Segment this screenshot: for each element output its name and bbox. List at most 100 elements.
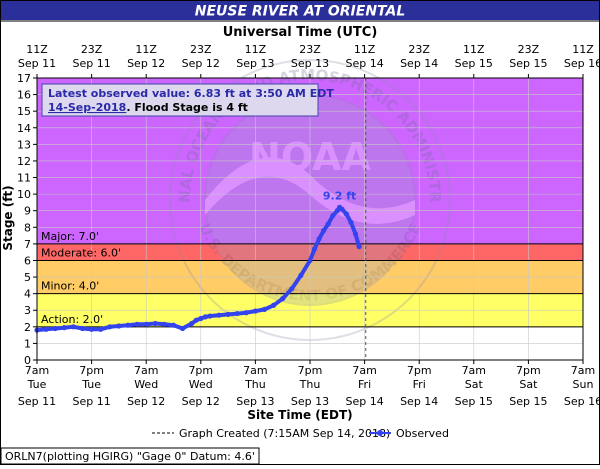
band-label-action: Action: 2.0' — [41, 313, 103, 326]
y-tick-label: 7 — [24, 238, 31, 251]
observed-point — [107, 324, 113, 330]
legend: Graph Created (7:15AM Sep 14, 2018) Obse… — [152, 427, 449, 440]
x-tick-date: Sep 12 — [182, 395, 220, 408]
y-tick-label: 1 — [24, 337, 31, 350]
x-top-tick-time: 23Z — [518, 43, 540, 56]
observed-point — [43, 326, 49, 332]
observed-point — [161, 321, 167, 327]
observed-point — [116, 323, 122, 329]
latest-value-box — [41, 83, 319, 117]
x-tick-day: Sun — [573, 378, 594, 391]
observed-point — [202, 314, 208, 320]
x-tick-date: Sep 11 — [18, 395, 56, 408]
observed-point — [348, 219, 354, 225]
y-tick-label: 2 — [24, 321, 31, 334]
x-tick-time: 7pm — [298, 364, 323, 377]
x-tick-date: Sep 14 — [400, 395, 438, 408]
x-top-tick-date: Sep 12 — [182, 57, 220, 70]
legend-observed-label: Observed — [396, 427, 449, 440]
latest-value-date: 14-Sep-2018 — [48, 101, 126, 114]
observed-point — [198, 315, 204, 322]
x-tick-time: 7pm — [188, 364, 213, 377]
legend-observed-marker — [377, 430, 383, 436]
x-tick-time: 7pm — [79, 364, 104, 377]
x-top-tick-time: 23Z — [408, 43, 430, 56]
y-tick-label: 4 — [24, 288, 31, 301]
x-top-tick-date: Sep 14 — [345, 57, 383, 70]
x-tick-time: 7am — [25, 364, 49, 377]
observed-point — [316, 236, 322, 242]
observed-point — [225, 311, 231, 317]
x-top-tick-time: 11Z — [572, 43, 594, 56]
x-top-tick-date: Sep 15 — [455, 57, 493, 70]
y-tick-label: 14 — [17, 122, 31, 135]
y-tick-label: 5 — [24, 271, 31, 284]
chart-title: NEUSE RIVER AT ORIENTAL — [195, 4, 406, 20]
x-tick-date: Sep 16 — [564, 395, 600, 408]
band-label-minor: Minor: 4.0' — [41, 280, 99, 293]
x-tick-time: 7am — [243, 364, 267, 377]
x-tick-day: Tue — [27, 378, 47, 391]
y-tick-label: 15 — [17, 105, 31, 118]
flood-stage-text: . Flood Stage is 4 ft — [126, 101, 248, 114]
x-tick-date: Sep 12 — [127, 395, 165, 408]
x-tick-day: Fri — [358, 378, 371, 391]
x-tick-day: Fri — [413, 378, 426, 391]
x-tick-day: Wed — [189, 378, 213, 391]
observed-point — [311, 246, 318, 252]
y-tick-label: 10 — [17, 188, 31, 201]
band-label-moderate: Moderate: 6.0' — [41, 246, 121, 259]
x-tick-day: Thu — [299, 378, 321, 391]
x-top-tick-time: 11Z — [463, 43, 485, 56]
observed-point — [170, 322, 177, 328]
observed-point — [339, 206, 345, 212]
observed-point — [343, 211, 349, 217]
footer-box — [0, 447, 260, 465]
x-top-tick-time: 11Z — [135, 43, 157, 56]
x-top-tick-date: Sep 14 — [400, 57, 438, 70]
footer-datum-text: ORLN7(plotting HGIRG) "Gage 0" Datum: 4.… — [5, 450, 255, 463]
observed-point — [271, 302, 277, 308]
x-tick-day: Wed — [134, 378, 158, 391]
latest-value-line1: Latest observed value: 6.83 ft at 3:50 A… — [48, 87, 334, 100]
observed-point — [70, 324, 76, 330]
observed-point — [243, 310, 249, 316]
x-top-tick-date: Sep 13 — [291, 57, 329, 70]
x-top-tick-time: 23Z — [299, 43, 321, 56]
observed-point — [325, 221, 331, 227]
observed-point — [252, 308, 258, 314]
x-top-tick-date: Sep 12 — [127, 57, 165, 70]
observed-point — [61, 325, 67, 331]
observed-point — [134, 321, 140, 327]
observed-point — [261, 306, 268, 313]
x-top-tick-time: 11Z — [354, 43, 376, 56]
observed-point — [189, 320, 195, 327]
x-tick-date: Sep 15 — [455, 395, 493, 408]
observed-point — [193, 317, 199, 323]
x-tick-date: Sep 14 — [345, 395, 383, 408]
title-bar — [1, 1, 599, 20]
observed-point — [143, 321, 149, 327]
legend-created-label: Graph Created (7:15AM Sep 14, 2018) — [179, 427, 390, 440]
observed-point — [79, 325, 86, 332]
flood-category-labels: Major: 7.0' Moderate: 6.0' Minor: 4.0' Acti… — [37, 230, 583, 328]
observed-point — [321, 228, 327, 234]
y-tick-label: 12 — [17, 155, 31, 168]
observed-point — [98, 326, 104, 332]
y-tick-label: 13 — [17, 138, 31, 151]
x-top-tick-time: 23Z — [81, 43, 103, 56]
x-tick-date: Sep 11 — [72, 395, 110, 408]
observed-point — [280, 296, 286, 302]
y-axis-title: Stage (ft) — [1, 185, 15, 250]
x-top-tick-date: Sep 13 — [236, 57, 274, 70]
x-tick-time: 7am — [462, 364, 486, 377]
x-tick-time: 7pm — [516, 364, 541, 377]
x-top-tick-time: 23Z — [190, 43, 212, 56]
y-tick-label: 3 — [24, 304, 31, 317]
x-tick-time: 7am — [352, 364, 376, 377]
y-tick-label: 8 — [24, 221, 31, 234]
